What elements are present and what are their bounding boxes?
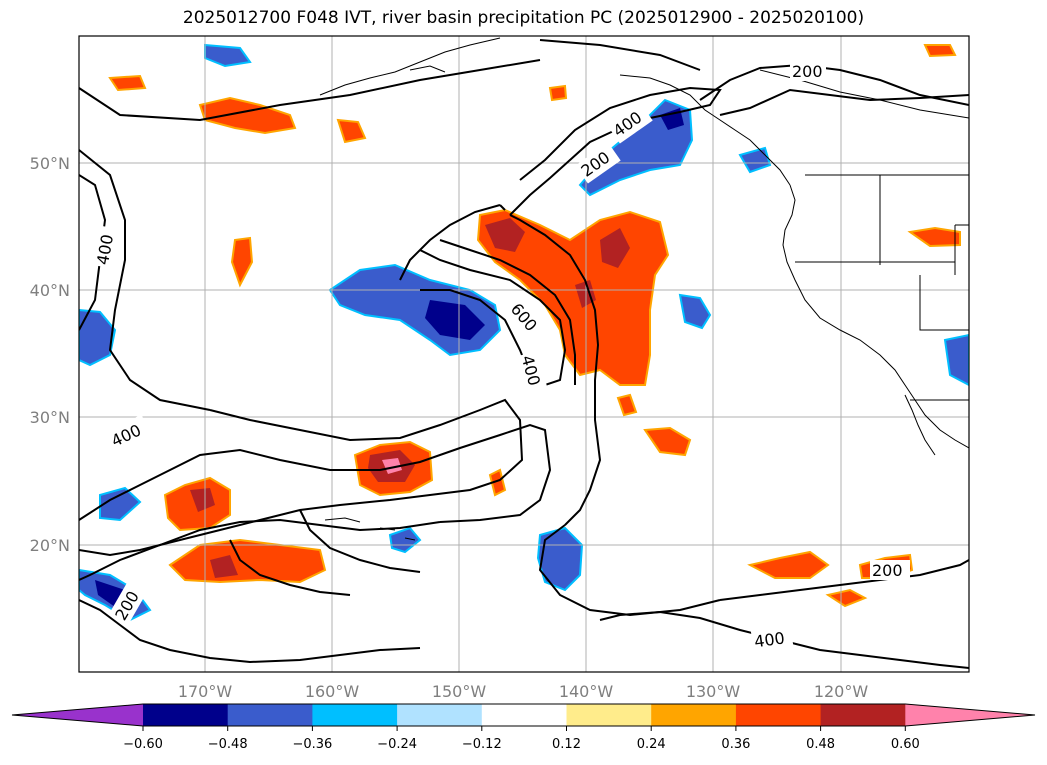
- precip-region-positive: [825, 588, 868, 608]
- latitude-labels: 50°N 40°N 30°N 20°N: [30, 154, 70, 555]
- precip-region-positive: [907, 226, 961, 248]
- lat-label: 50°N: [30, 154, 70, 173]
- lon-label: 120°W: [814, 682, 869, 701]
- colorbar-segment: [227, 704, 313, 726]
- colorbar-tick-label: 0.48: [806, 737, 835, 752]
- longitude-labels: 170°W 160°W 150°W 140°W 130°W 120°W: [178, 682, 869, 701]
- precip-region-positive: [747, 550, 830, 579]
- precip-region-negative: [678, 293, 712, 330]
- colorbar-tick-label: −0.60: [123, 737, 163, 752]
- lon-label: 170°W: [178, 682, 233, 701]
- precip-region-positive: [643, 426, 692, 457]
- lon-label: 160°W: [305, 682, 360, 701]
- colorbar-tick-label: −0.36: [292, 737, 332, 752]
- lon-label: 130°W: [686, 682, 741, 701]
- precip-region-positive: [108, 74, 147, 92]
- precip-region-positive: [198, 96, 297, 135]
- lon-label: 140°W: [559, 682, 614, 701]
- colorbar-tick-label: 0.24: [637, 737, 666, 752]
- contour-label: 200: [792, 62, 823, 81]
- precip-region-positive: [923, 44, 957, 58]
- colorbar-segment: [651, 704, 737, 726]
- colorbar-segment: [566, 704, 652, 726]
- precip-fill-layer: [79, 43, 969, 622]
- colorbar-segment: [735, 704, 822, 726]
- colorbar-tick-label: −0.24: [377, 737, 417, 752]
- map-frame: [78, 35, 970, 673]
- coastlines: [319, 37, 969, 541]
- precip-region-negative: [388, 526, 422, 554]
- figure-title: 2025012700 F048 IVT, river basin precipi…: [182, 8, 865, 28]
- precip-region-positive: [548, 84, 568, 102]
- precip-region-negative: [660, 108, 684, 130]
- precip-region-negative: [425, 300, 485, 340]
- colorbar-tick-label: 0.60: [891, 737, 920, 752]
- colorbar-extend-low: [12, 704, 143, 726]
- precip-region-positive: [168, 538, 327, 584]
- precip-region-negative: [943, 333, 969, 387]
- colorbar-segment: [397, 704, 483, 726]
- contour-label: 200: [872, 561, 903, 580]
- precip-region-negative: [79, 308, 117, 367]
- colorbar-segment: [820, 704, 906, 726]
- lat-label: 20°N: [30, 536, 70, 555]
- contour-label: 400: [753, 628, 786, 651]
- precip-region-positive: [616, 393, 638, 417]
- colorbar-extend-high: [905, 704, 1035, 726]
- precip-region-positive: [600, 228, 630, 268]
- colorbar: −0.60 −0.48 −0.36 −0.24 −0.12 0.12 0.24 0.36 0.4…: [11, 703, 1036, 752]
- precip-region-positive: [336, 118, 367, 144]
- precip-region-positive: [210, 555, 238, 578]
- colorbar-segment: [312, 704, 398, 726]
- precip-region-negative: [99, 486, 142, 522]
- precip-region-negative: [738, 146, 772, 174]
- precip-region-positive: [230, 236, 254, 288]
- colorbar-segment: [143, 704, 229, 726]
- colorbar-tick-label: 0.36: [721, 737, 750, 752]
- colorbar-tick-label: 0.12: [552, 737, 581, 752]
- precip-region-positive: [485, 218, 525, 252]
- colorbar-segment: [481, 704, 567, 726]
- precip-region-positive: [488, 468, 507, 497]
- colorbar-tick-label: −0.12: [462, 737, 502, 752]
- lat-label: 40°N: [30, 281, 70, 300]
- precip-region-negative: [536, 526, 584, 592]
- colorbar-tick-label: −0.48: [208, 737, 248, 752]
- lat-label: 30°N: [30, 408, 70, 427]
- precip-region-positive: [190, 488, 215, 512]
- lon-label: 150°W: [432, 682, 487, 701]
- gridlines: [79, 36, 969, 672]
- precip-region-positive: [382, 458, 402, 474]
